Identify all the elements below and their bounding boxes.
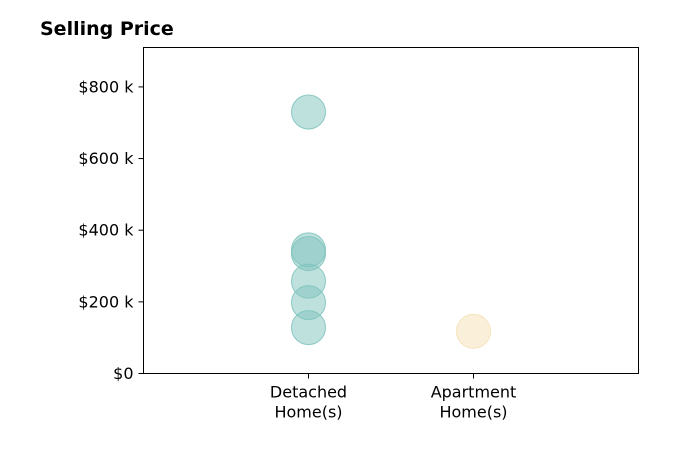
x-axis: Detached Home(s)Apartment Home(s) [270,373,517,422]
plot-frame [143,47,639,374]
x-tick-label-line: Home(s) [439,403,507,422]
x-tick-label-line: Apartment [431,383,517,402]
y-tick-label: $200 k [78,292,134,311]
x-tick-label-line: Detached [270,383,347,402]
x-tick-label: Apartment Home(s) [431,383,517,422]
chart-title: Selling Price [40,18,174,40]
y-tick-label: $0 [113,364,133,383]
y-tick-label: $800 k [78,77,134,96]
data-point [291,310,326,346]
y-tick-label: $400 k [78,221,134,240]
y-axis: $0 $200 k $400 k $600 k $800 k [78,77,144,383]
data-point [291,94,326,130]
x-tick-label-line: Home(s) [274,403,342,422]
data-point [456,313,491,349]
data-points [291,94,491,349]
x-tick-label: Detached Home(s) [270,383,347,422]
y-tick-label: $600 k [78,149,134,168]
